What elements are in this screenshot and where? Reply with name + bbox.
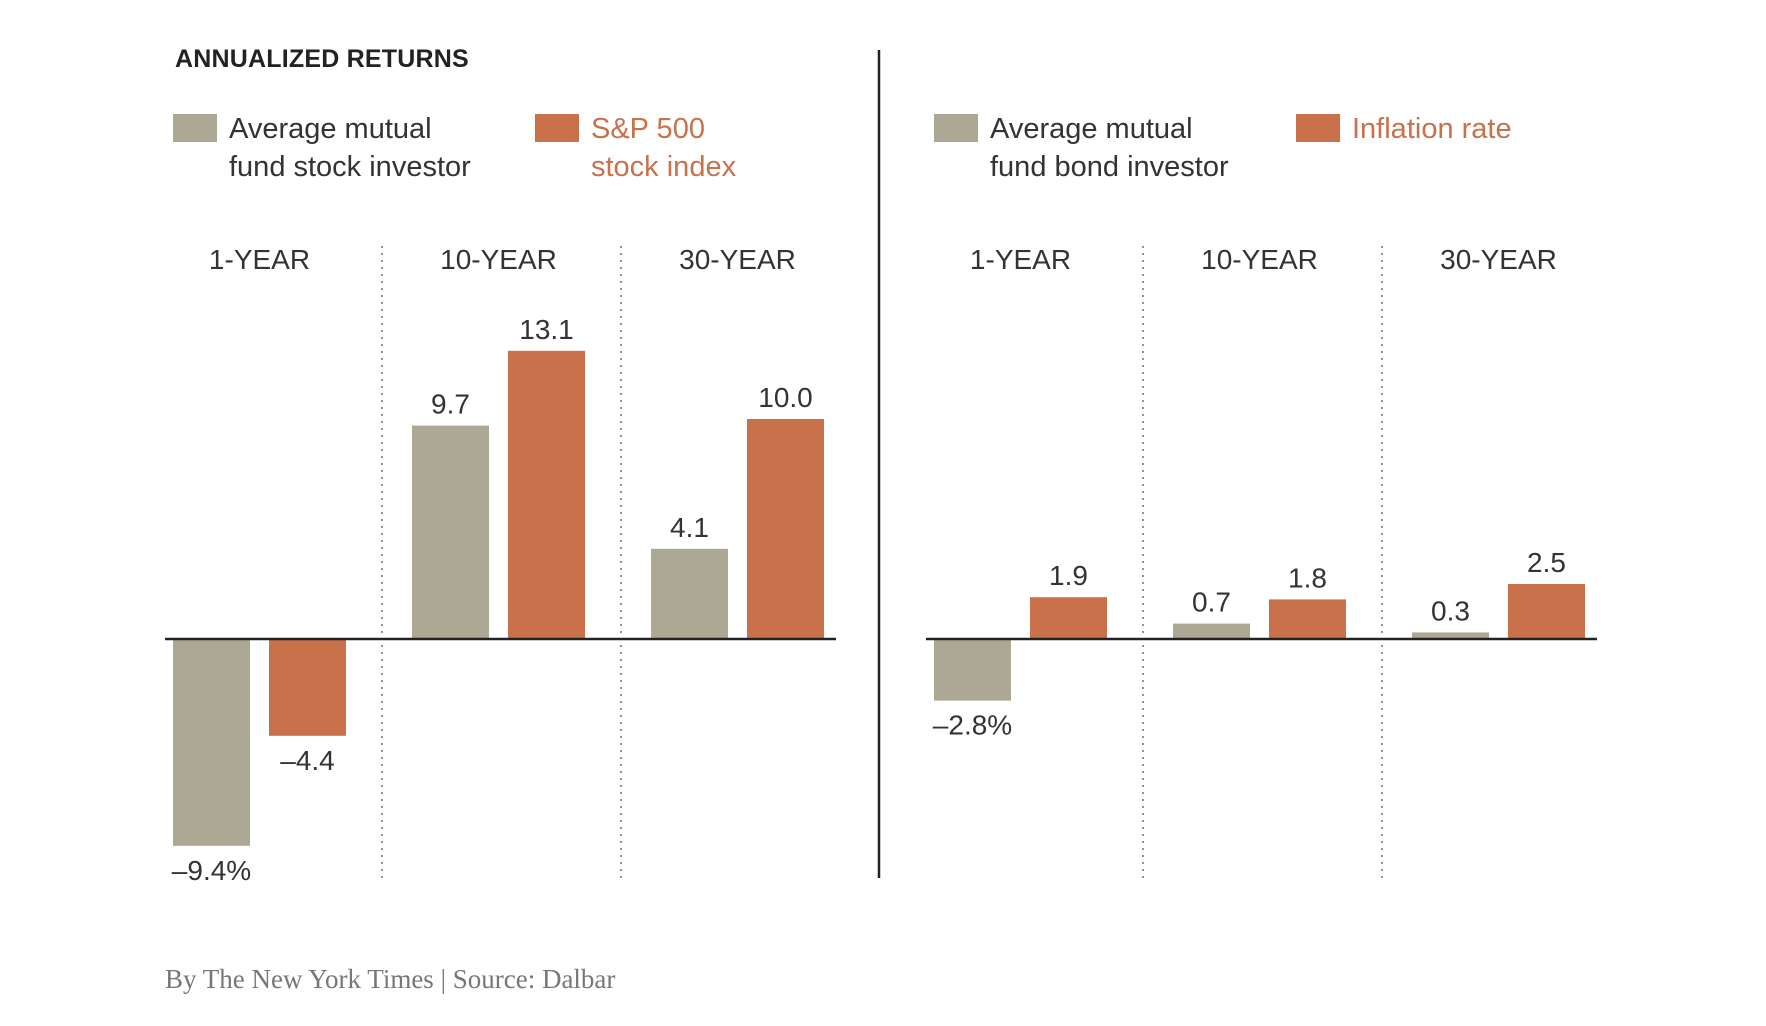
legend-swatch [934, 114, 978, 142]
bar [1412, 632, 1489, 639]
bar [173, 639, 250, 846]
legend-label: Average mutual [990, 113, 1193, 145]
period-label: 30-YEAR [679, 244, 796, 275]
value-label: 0.7 [1192, 587, 1231, 618]
value-label: 1.8 [1288, 562, 1327, 593]
value-label: 2.5 [1527, 547, 1566, 578]
legend-label: fund stock investor [229, 151, 471, 183]
bar [269, 639, 346, 736]
legend-label: stock index [591, 151, 737, 183]
value-label: 4.1 [670, 512, 709, 543]
legend-swatch [1296, 114, 1340, 142]
legend-label: Inflation rate [1352, 113, 1512, 145]
value-label: –9.4% [172, 855, 251, 886]
chart-panel-2: Average mutual fund bond investor Inflatio… [926, 113, 1597, 878]
period-label: 10-YEAR [1201, 244, 1318, 275]
chart-title: ANNUALIZED RETURNS [175, 45, 469, 73]
period-label: 10-YEAR [440, 244, 557, 275]
bar [1173, 623, 1250, 639]
bar [747, 419, 824, 639]
period-label: 1-YEAR [209, 244, 310, 275]
value-label: 13.1 [519, 314, 574, 345]
legend-swatch [173, 114, 217, 142]
value-label: –4.4 [280, 745, 335, 776]
bar [1269, 599, 1346, 639]
bar [508, 350, 585, 639]
bar [412, 425, 489, 639]
value-label: 9.7 [431, 389, 470, 420]
value-label: 0.3 [1431, 595, 1470, 626]
chart-panels: Average mutual fund stock investor S&P 500… [165, 113, 1597, 886]
credit-line: By The New York Times | Source: Dalbar [165, 964, 615, 994]
value-label: –2.8% [933, 710, 1012, 741]
legend-label: Average mutual [229, 113, 432, 145]
bar [1030, 597, 1107, 639]
bar [934, 639, 1011, 701]
chart-panel-1: Average mutual fund stock investor S&P 500… [165, 113, 836, 886]
value-label: 10.0 [758, 382, 813, 413]
period-label: 30-YEAR [1440, 244, 1557, 275]
legend-swatch [535, 114, 579, 142]
bar [651, 548, 728, 639]
bar [1508, 584, 1585, 639]
legend-label: S&P 500 [591, 113, 705, 145]
value-label: 1.9 [1049, 560, 1088, 591]
legend-label: fund bond investor [990, 151, 1229, 183]
period-label: 1-YEAR [970, 244, 1071, 275]
